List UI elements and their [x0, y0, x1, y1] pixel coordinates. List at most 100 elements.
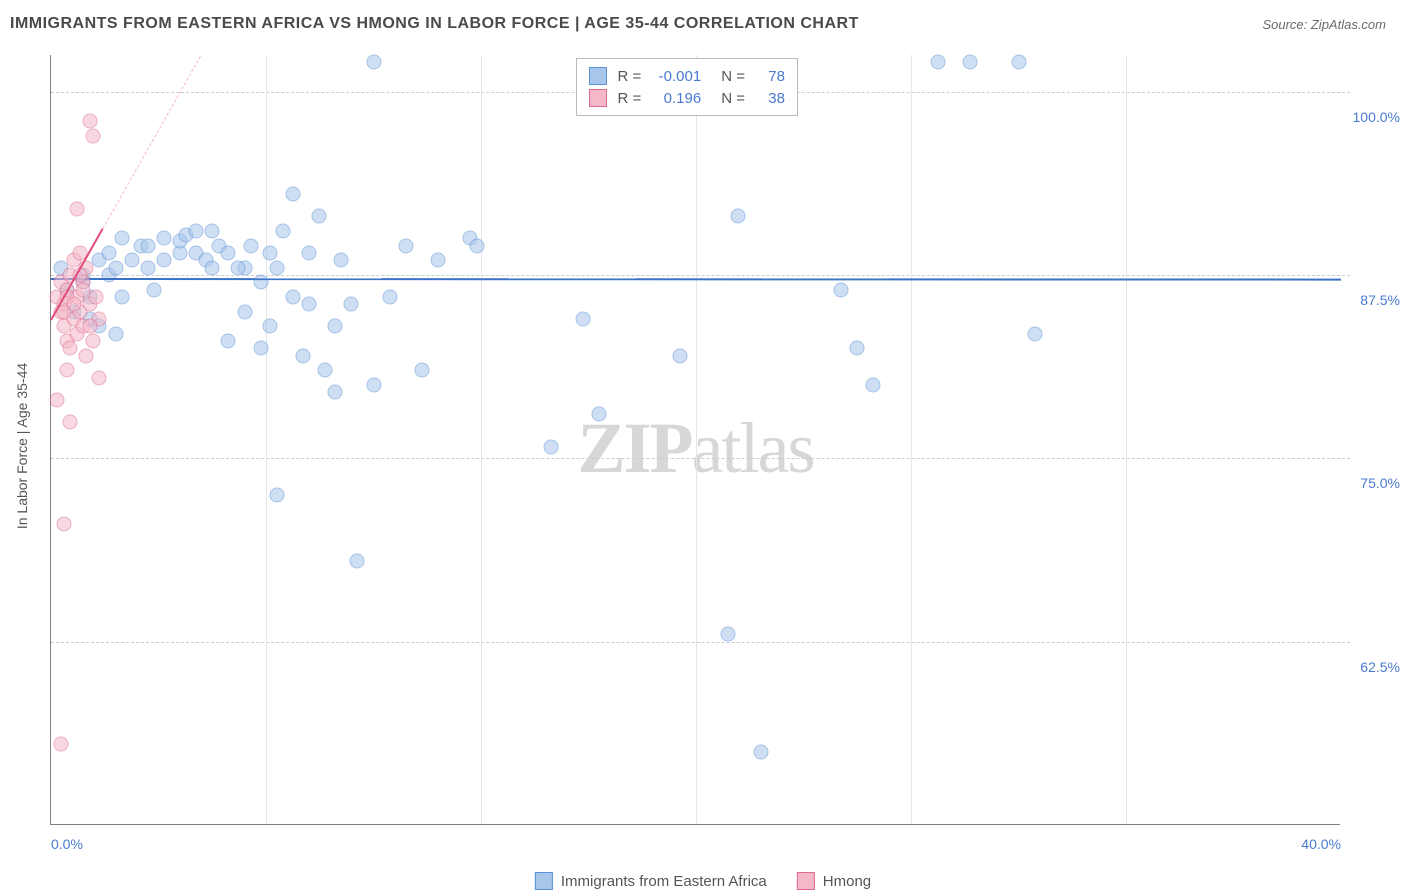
- chart-container: IMMIGRANTS FROM EASTERN AFRICA VS HMONG …: [0, 0, 1406, 892]
- scatter-point: [285, 290, 300, 305]
- trend-line: [51, 278, 1341, 281]
- scatter-point: [253, 341, 268, 356]
- scatter-point: [295, 348, 310, 363]
- scatter-point: [102, 246, 117, 261]
- y-tick-label: 100.0%: [1345, 109, 1400, 125]
- gridline-horizontal: [51, 458, 1350, 459]
- r-label: R =: [617, 68, 641, 85]
- scatter-point: [730, 209, 745, 224]
- scatter-point: [85, 128, 100, 143]
- scatter-point: [469, 238, 484, 253]
- scatter-point: [327, 385, 342, 400]
- scatter-point: [63, 414, 78, 429]
- scatter-point: [269, 488, 284, 503]
- plot-area: ZIPatlas 62.5%75.0%87.5%100.0%0.0%40.0%: [50, 55, 1340, 825]
- scatter-point: [147, 282, 162, 297]
- scatter-point: [50, 392, 65, 407]
- scatter-point: [189, 224, 204, 239]
- scatter-point: [276, 224, 291, 239]
- scatter-point: [82, 319, 97, 334]
- scatter-point: [366, 378, 381, 393]
- scatter-point: [672, 348, 687, 363]
- scatter-point: [350, 554, 365, 569]
- scatter-point: [243, 238, 258, 253]
- legend-swatch: [589, 67, 607, 85]
- scatter-point: [89, 290, 104, 305]
- scatter-point: [205, 260, 220, 275]
- chart-title: IMMIGRANTS FROM EASTERN AFRICA VS HMONG …: [10, 15, 859, 33]
- scatter-point: [76, 282, 91, 297]
- r-label: R =: [617, 90, 641, 107]
- legend-stat-row: R =0.196N =38: [589, 87, 785, 109]
- scatter-point: [318, 363, 333, 378]
- legend-label: Immigrants from Eastern Africa: [561, 873, 767, 890]
- scatter-point: [231, 260, 246, 275]
- scatter-point: [221, 246, 236, 261]
- series-legend: Immigrants from Eastern Africa Hmong: [535, 872, 871, 890]
- legend-item: Hmong: [797, 872, 871, 890]
- scatter-point: [366, 55, 381, 70]
- gridline-vertical: [1126, 55, 1127, 824]
- legend-swatch: [797, 872, 815, 890]
- scatter-point: [302, 246, 317, 261]
- scatter-point: [543, 439, 558, 454]
- header: IMMIGRANTS FROM EASTERN AFRICA VS HMONG …: [0, 0, 1406, 48]
- x-tick-label: 40.0%: [1301, 836, 1341, 852]
- scatter-point: [721, 627, 736, 642]
- r-value: 0.196: [651, 90, 701, 107]
- scatter-point: [63, 341, 78, 356]
- scatter-point: [156, 231, 171, 246]
- n-label: N =: [721, 90, 745, 107]
- scatter-point: [140, 260, 155, 275]
- scatter-point: [930, 55, 945, 70]
- scatter-point: [834, 282, 849, 297]
- scatter-point: [53, 737, 68, 752]
- gridline-horizontal: [51, 275, 1350, 276]
- scatter-point: [269, 260, 284, 275]
- scatter-point: [114, 231, 129, 246]
- scatter-point: [576, 312, 591, 327]
- x-tick-label: 0.0%: [51, 836, 83, 852]
- scatter-point: [382, 290, 397, 305]
- legend-label: Hmong: [823, 873, 871, 890]
- scatter-point: [431, 253, 446, 268]
- scatter-point: [334, 253, 349, 268]
- r-value: -0.001: [651, 68, 701, 85]
- legend-stat-row: R = -0.001 N = 78: [589, 65, 785, 87]
- scatter-point: [398, 238, 413, 253]
- scatter-point: [82, 114, 97, 129]
- scatter-point: [56, 517, 71, 532]
- n-value: 78: [755, 68, 785, 85]
- scatter-point: [60, 363, 75, 378]
- gridline-vertical: [911, 55, 912, 824]
- scatter-point: [79, 348, 94, 363]
- scatter-point: [327, 319, 342, 334]
- scatter-point: [114, 290, 129, 305]
- scatter-point: [311, 209, 326, 224]
- y-axis-label: In Labor Force | Age 35-44: [14, 363, 30, 529]
- y-tick-label: 75.0%: [1345, 475, 1400, 491]
- n-label: N =: [721, 68, 745, 85]
- scatter-point: [237, 304, 252, 319]
- scatter-point: [108, 260, 123, 275]
- legend-swatch: [589, 89, 607, 107]
- scatter-point: [205, 224, 220, 239]
- scatter-point: [592, 407, 607, 422]
- scatter-point: [66, 297, 81, 312]
- scatter-point: [963, 55, 978, 70]
- scatter-point: [1011, 55, 1026, 70]
- scatter-point: [221, 334, 236, 349]
- y-tick-label: 62.5%: [1345, 659, 1400, 675]
- scatter-point: [866, 378, 881, 393]
- trend-line-extension: [102, 55, 201, 228]
- scatter-point: [850, 341, 865, 356]
- scatter-point: [263, 246, 278, 261]
- scatter-point: [302, 297, 317, 312]
- scatter-point: [69, 202, 84, 217]
- scatter-point: [108, 326, 123, 341]
- scatter-point: [414, 363, 429, 378]
- scatter-point: [285, 187, 300, 202]
- scatter-point: [343, 297, 358, 312]
- y-tick-label: 87.5%: [1345, 292, 1400, 308]
- legend-item: Immigrants from Eastern Africa: [535, 872, 767, 890]
